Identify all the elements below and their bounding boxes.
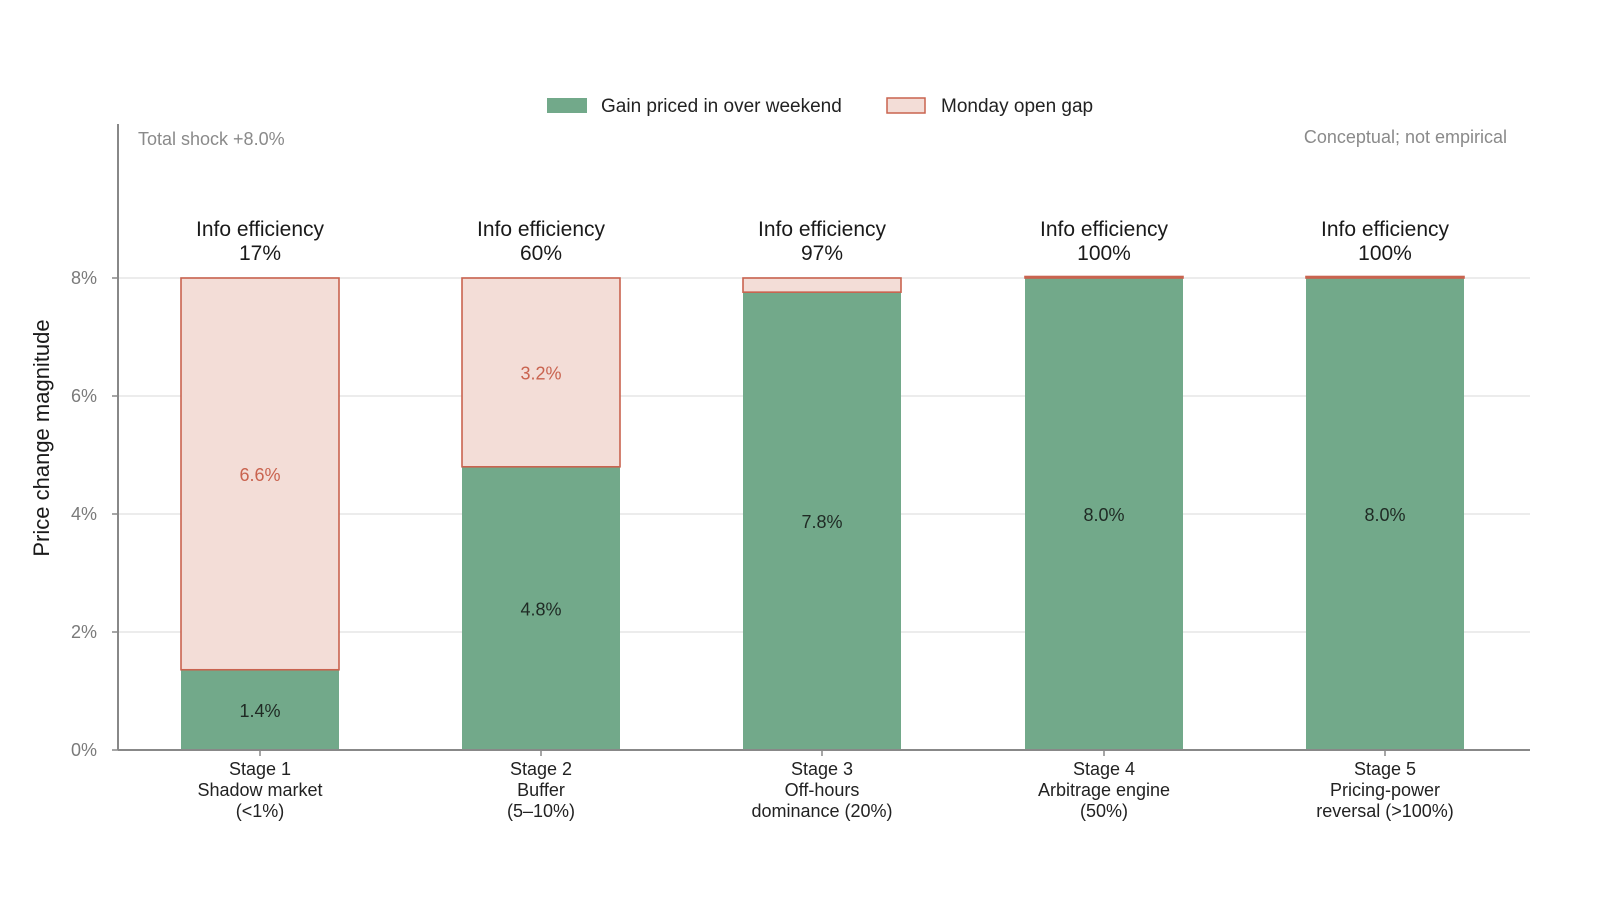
x-tick-label: Stage 5 xyxy=(1354,759,1416,779)
efficiency-title: Info efficiency xyxy=(1321,218,1450,241)
y-tick-label: 4% xyxy=(71,504,97,524)
x-tick-label: Stage 4 xyxy=(1073,759,1135,779)
legend-label-gap: Monday open gap xyxy=(941,96,1093,117)
bar-gain-value-label: 1.4% xyxy=(239,701,280,721)
x-tick-label: Buffer xyxy=(517,780,565,800)
legend-label-gain: Gain priced in over weekend xyxy=(601,96,842,117)
bar-gap-stage-2 xyxy=(461,277,621,468)
x-tick-label: Stage 2 xyxy=(510,759,572,779)
bar-gap-value-label: 6.6% xyxy=(239,465,280,485)
bar-gain-stage-5 xyxy=(1306,278,1464,750)
x-tick-label: Pricing-power xyxy=(1330,780,1440,800)
bar-gain-value-label: 8.0% xyxy=(1364,505,1405,525)
conceptual-note: Conceptual; not empirical xyxy=(1304,127,1507,147)
x-tick-label: Shadow market xyxy=(197,780,322,800)
efficiency-value: 100% xyxy=(1358,242,1412,265)
x-tick-label: (<1%) xyxy=(236,801,285,821)
legend-swatch-gap xyxy=(886,97,926,114)
x-tick-label: dominance (20%) xyxy=(751,801,892,821)
bar-gain-value-label: 4.8% xyxy=(520,599,561,619)
y-axis-label: Price change magnitude xyxy=(29,319,54,556)
total-shock-note: Total shock +8.0% xyxy=(138,129,285,149)
x-tick-label: reversal (>100%) xyxy=(1316,801,1454,821)
bar-gap-stage-3 xyxy=(742,277,902,293)
bar-gain-stage-4 xyxy=(1025,278,1183,750)
efficiency-value: 97% xyxy=(801,242,843,265)
bar-gap-stage-5 xyxy=(1305,275,1465,279)
y-tick-label: 0% xyxy=(71,740,97,760)
x-tick-label: (50%) xyxy=(1080,801,1128,821)
y-tick-label: 2% xyxy=(71,622,97,642)
bar-gap-stage-4 xyxy=(1024,275,1184,279)
y-tick-label: 8% xyxy=(71,268,97,288)
efficiency-title: Info efficiency xyxy=(196,218,325,241)
efficiency-title: Info efficiency xyxy=(477,218,606,241)
bar-gap-value-label: 3.2% xyxy=(520,363,561,383)
efficiency-title: Info efficiency xyxy=(758,218,887,241)
bar-gain-stage-3 xyxy=(743,292,901,750)
bar-gain-value-label: 7.8% xyxy=(801,512,842,532)
x-tick-label: Arbitrage engine xyxy=(1038,780,1170,800)
efficiency-value: 60% xyxy=(520,242,562,265)
y-tick-label: 6% xyxy=(71,386,97,406)
x-tick-label: Off-hours xyxy=(785,780,860,800)
bar-gap-stage-1 xyxy=(180,277,340,671)
efficiency-value: 100% xyxy=(1077,242,1131,265)
x-tick-label: (5–10%) xyxy=(507,801,575,821)
x-tick-label: Stage 3 xyxy=(791,759,853,779)
x-tick-label: Stage 1 xyxy=(229,759,291,779)
legend-swatch-gain xyxy=(547,98,587,113)
bar-gain-stage-2 xyxy=(462,466,620,750)
efficiency-value: 17% xyxy=(239,242,281,265)
efficiency-title: Info efficiency xyxy=(1040,218,1169,241)
bar-gain-value-label: 8.0% xyxy=(1083,505,1124,525)
bar-gain-stage-1 xyxy=(181,669,339,750)
